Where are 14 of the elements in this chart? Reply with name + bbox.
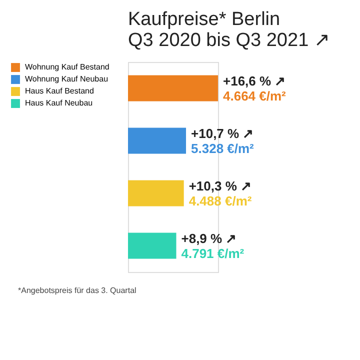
annotation: 5.328 €/m² xyxy=(191,140,255,156)
legend-label: Wohnung Kauf Neubau xyxy=(25,74,108,84)
annotation: 4.488 €/m² xyxy=(188,193,252,208)
legend-label: Haus Kauf Bestand xyxy=(25,86,94,96)
chart-title: Kaufpreise* Berlin Q3 2020 bis Q3 2021 ↗ xyxy=(128,9,330,51)
data-label: +8,9 % ↗ xyxy=(181,230,237,246)
legend-label: Wohnung Kauf Bestand xyxy=(25,62,110,72)
data-label: +10,7 % ↗ xyxy=(191,126,254,141)
annotation: 4.791 €/m² xyxy=(181,246,245,261)
legend-label: Haus Kauf Neubau xyxy=(25,98,93,108)
data-label: +10,3 % ↗ xyxy=(188,178,252,194)
text: 4.664 €/m² xyxy=(223,88,287,104)
data-label: +16,6 % ↗ xyxy=(223,73,286,88)
text: *Angebotspreis für das 3. Quartal xyxy=(18,286,137,295)
